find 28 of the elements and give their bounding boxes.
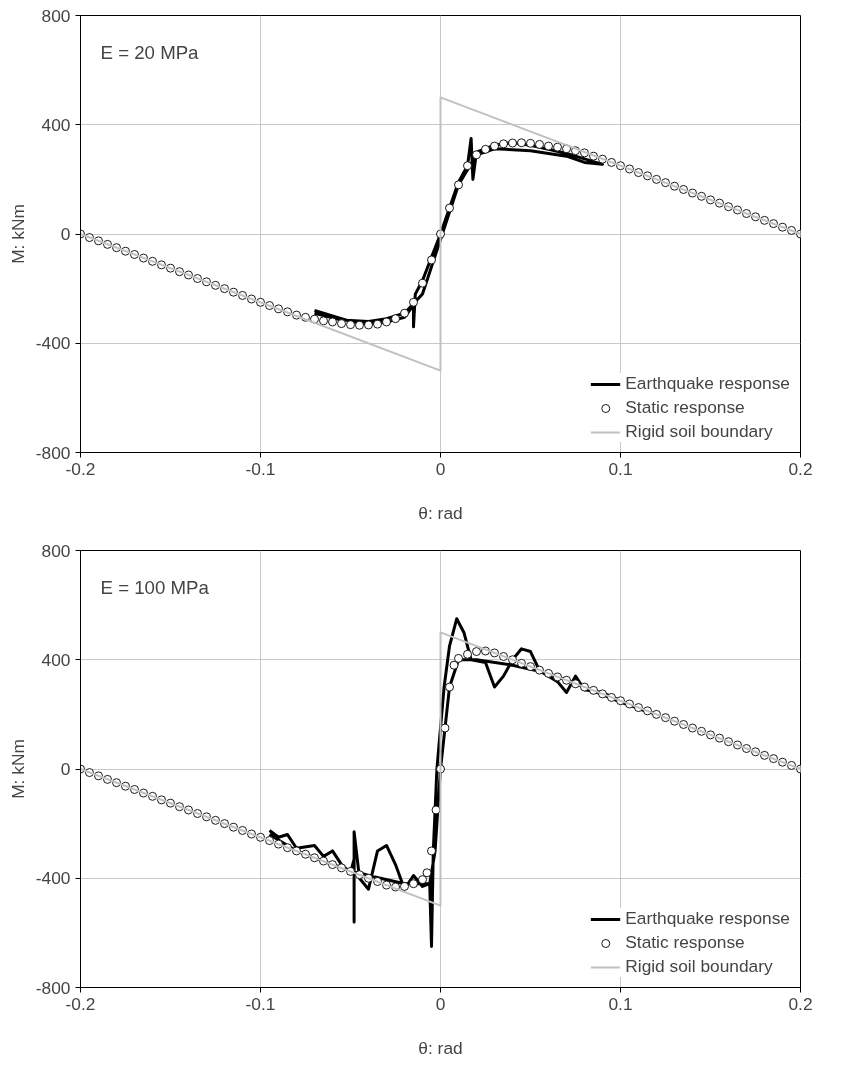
y-tick-label: 400 (41, 649, 71, 670)
x-tick-label: 0 (435, 993, 446, 1014)
y-tick-label: -400 (35, 333, 71, 354)
legend-label: Static response (625, 932, 745, 953)
x-tick-label: 0.2 (788, 458, 813, 479)
y-tick-label: 800 (41, 5, 71, 26)
legend-label: Earthquake response (625, 373, 790, 394)
x-axis-title: θ: rad (418, 1037, 463, 1058)
x-tick-label: -0.1 (245, 993, 276, 1014)
x-tick-label: 0.1 (608, 993, 633, 1014)
x-tick-label: -0.1 (245, 458, 276, 479)
y-tick-label: 0 (60, 759, 71, 779)
annotation: E = 100 MPa (100, 576, 210, 598)
annotation: E = 20 MPa (100, 41, 200, 63)
y-tick-label: 400 (41, 114, 71, 135)
legend-label: Rigid soil boundary (625, 956, 773, 977)
legend-label: Rigid soil boundary (625, 421, 773, 442)
y-tick-label: 0 (60, 224, 71, 244)
legend-label: Earthquake response (625, 908, 790, 929)
y-axis-title: M: kNm (7, 204, 28, 264)
x-axis-title: θ: rad (418, 502, 463, 523)
y-tick-label: -400 (35, 868, 71, 889)
legend-label: Static response (625, 397, 745, 418)
x-tick-label: 0 (435, 458, 446, 479)
x-tick-label: 0.1 (608, 458, 633, 479)
y-tick-label: 800 (41, 540, 71, 561)
y-axis-title: M: kNm (7, 739, 28, 799)
x-tick-label: 0.2 (788, 993, 813, 1014)
